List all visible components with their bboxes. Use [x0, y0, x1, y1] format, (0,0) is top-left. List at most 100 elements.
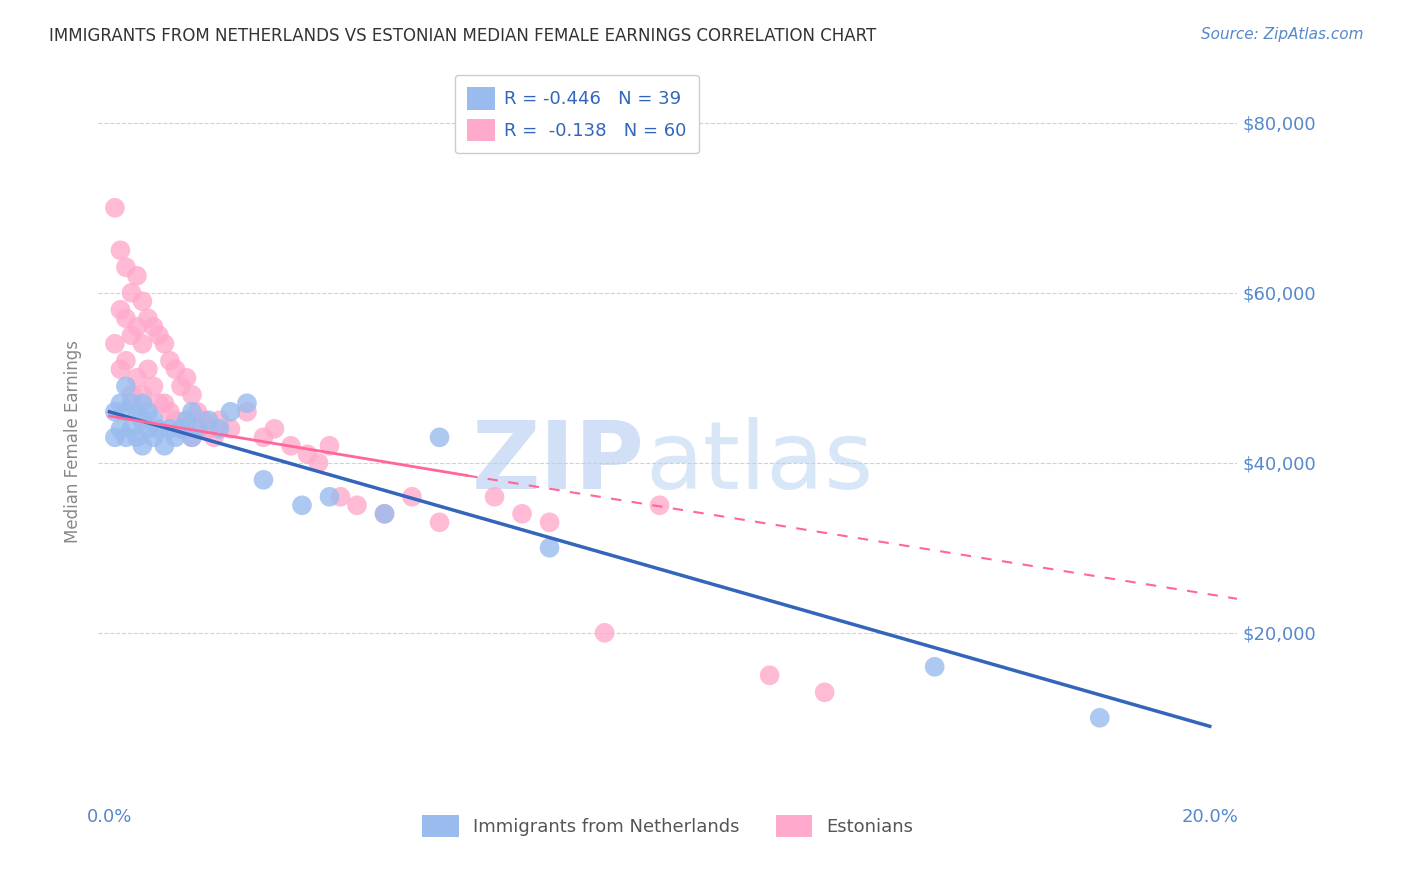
Point — [593, 625, 616, 640]
Point — [181, 405, 204, 419]
Point — [924, 660, 946, 674]
Point — [510, 507, 533, 521]
Point — [110, 422, 132, 436]
Point — [136, 311, 159, 326]
Point — [181, 430, 204, 444]
Point — [131, 294, 153, 309]
Point — [197, 413, 219, 427]
Point — [142, 430, 165, 444]
Point — [142, 319, 165, 334]
Point — [346, 498, 368, 512]
Point — [104, 201, 127, 215]
Point — [197, 422, 219, 436]
Point — [120, 388, 142, 402]
Point — [125, 405, 148, 419]
Point — [170, 422, 193, 436]
Point — [263, 422, 285, 436]
Point — [115, 405, 138, 419]
Point — [115, 430, 138, 444]
Point — [236, 396, 259, 410]
Point — [236, 405, 259, 419]
Point — [176, 413, 198, 427]
Point — [136, 362, 159, 376]
Point — [148, 328, 170, 343]
Point — [758, 668, 780, 682]
Point — [153, 439, 176, 453]
Point — [115, 379, 138, 393]
Point — [125, 268, 148, 283]
Point — [191, 413, 214, 427]
Point — [104, 405, 127, 419]
Point — [153, 396, 176, 410]
Point — [142, 379, 165, 393]
Point — [110, 244, 132, 258]
Point — [252, 430, 274, 444]
Point — [136, 422, 159, 436]
Point — [373, 507, 395, 521]
Point — [131, 396, 153, 410]
Point — [1088, 711, 1111, 725]
Point — [165, 413, 187, 427]
Point — [208, 413, 231, 427]
Point — [136, 405, 159, 419]
Text: IMMIGRANTS FROM NETHERLANDS VS ESTONIAN MEDIAN FEMALE EARNINGS CORRELATION CHART: IMMIGRANTS FROM NETHERLANDS VS ESTONIAN … — [49, 27, 876, 45]
Point — [120, 328, 142, 343]
Point — [104, 430, 127, 444]
Point — [159, 405, 181, 419]
Point — [484, 490, 506, 504]
Point — [429, 430, 451, 444]
Point — [115, 311, 138, 326]
Point — [373, 507, 395, 521]
Text: atlas: atlas — [645, 417, 873, 509]
Point — [308, 456, 330, 470]
Point — [176, 422, 198, 436]
Legend: Immigrants from Netherlands, Estonians: Immigrants from Netherlands, Estonians — [415, 808, 921, 845]
Point — [219, 422, 242, 436]
Point — [165, 430, 187, 444]
Point — [186, 422, 208, 436]
Point — [148, 422, 170, 436]
Point — [648, 498, 671, 512]
Point — [814, 685, 837, 699]
Point — [131, 388, 153, 402]
Point — [538, 541, 561, 555]
Text: ZIP: ZIP — [472, 417, 645, 509]
Point — [170, 422, 193, 436]
Text: Source: ZipAtlas.com: Source: ZipAtlas.com — [1201, 27, 1364, 42]
Point — [148, 396, 170, 410]
Point — [181, 388, 204, 402]
Point — [165, 362, 187, 376]
Point — [252, 473, 274, 487]
Point — [318, 490, 340, 504]
Point — [104, 336, 127, 351]
Point — [110, 302, 132, 317]
Point — [170, 379, 193, 393]
Point — [318, 439, 340, 453]
Point — [186, 405, 208, 419]
Point — [176, 371, 198, 385]
Point — [131, 439, 153, 453]
Point — [429, 516, 451, 530]
Point — [202, 430, 225, 444]
Point — [110, 396, 132, 410]
Point — [291, 498, 314, 512]
Point — [153, 336, 176, 351]
Point — [120, 396, 142, 410]
Point — [538, 516, 561, 530]
Point — [219, 405, 242, 419]
Point — [125, 430, 148, 444]
Point — [110, 362, 132, 376]
Point — [401, 490, 423, 504]
Point — [115, 260, 138, 275]
Point — [115, 353, 138, 368]
Point — [125, 319, 148, 334]
Y-axis label: Median Female Earnings: Median Female Earnings — [65, 340, 83, 543]
Point — [297, 447, 319, 461]
Point — [208, 422, 231, 436]
Point — [280, 439, 302, 453]
Point — [329, 490, 352, 504]
Point — [120, 285, 142, 300]
Point — [142, 413, 165, 427]
Point — [181, 430, 204, 444]
Point — [120, 422, 142, 436]
